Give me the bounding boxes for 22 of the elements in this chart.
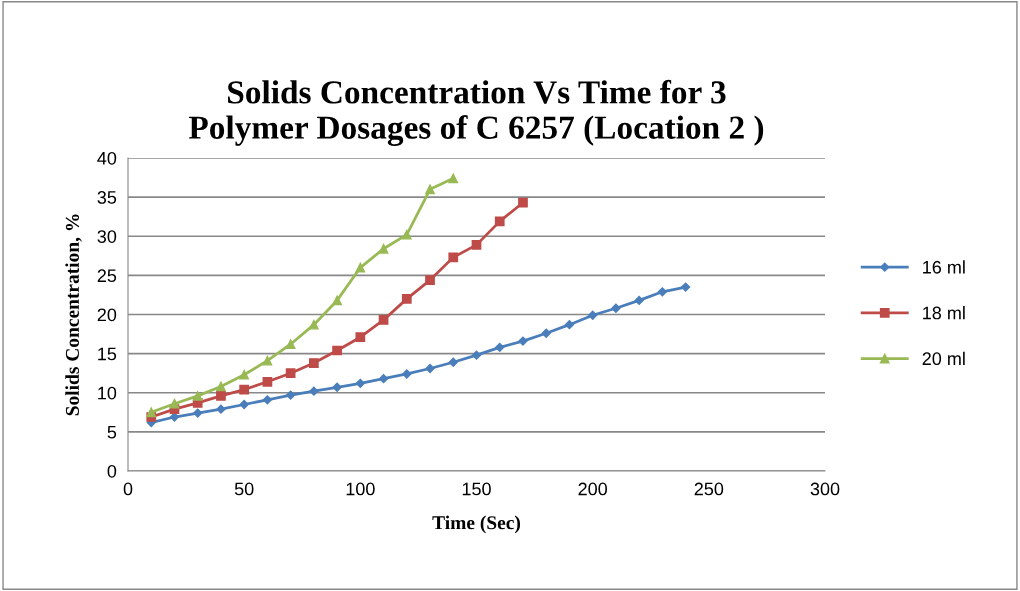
y-tick-label: 0 [107, 464, 117, 478]
legend-label: 20 ml [922, 351, 965, 366]
x-tick-label: 200 [578, 482, 608, 496]
x-tick-label: 250 [694, 482, 724, 496]
x-tick-label: 300 [810, 482, 840, 496]
y-tick-label: 40 [97, 151, 117, 165]
y-tick-label: 5 [107, 426, 117, 439]
chart-title: Solids Concentration Vs Time for 3 Polymer Dosages of C 6257 (Location 2 ) [188, 79, 764, 146]
x-tick-label: 0 [123, 482, 133, 496]
x-tick-label: 100 [346, 482, 375, 496]
legend-label: 16 ml [923, 260, 965, 274]
y-tick-label: 20 [97, 308, 117, 322]
y-tick-label: 35 [97, 191, 117, 204]
y-tick-label: 30 [97, 230, 117, 243]
legend-label: 18 ml [923, 306, 965, 320]
x-tick-label: 50 [234, 482, 254, 496]
y-axis-title: Solids Concentration, % [65, 214, 82, 416]
x-tick-label: 150 [462, 482, 491, 496]
x-axis-title: Time (Sec) [432, 515, 521, 534]
y-tick-label: 25 [97, 269, 117, 283]
y-tick-label: 15 [98, 347, 117, 361]
y-tick-label: 10 [98, 386, 117, 400]
